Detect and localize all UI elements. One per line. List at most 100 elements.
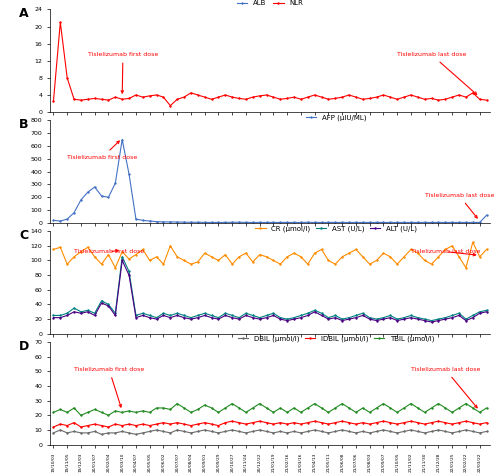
CR (μmol/l) xyxy=(484,246,490,252)
NLR xyxy=(58,19,64,25)
IDBIL (μmol/l) xyxy=(229,418,235,424)
IDBIL (μmol/l) xyxy=(298,421,304,427)
AST (U/L) xyxy=(119,254,125,260)
AST (U/L) xyxy=(270,310,276,316)
IDBIL (μmol/l) xyxy=(50,424,56,430)
TBIL (μmol/l) xyxy=(78,412,84,418)
NLR xyxy=(339,94,345,100)
AST (U/L) xyxy=(50,313,56,318)
AFP (μIU/ML) xyxy=(202,219,207,225)
CR (μmol/l) xyxy=(470,239,476,245)
TBIL (μmol/l) xyxy=(484,405,490,411)
Legend: CR (μmol/l), AST (U/L), ALT (U/L): CR (μmol/l), AST (U/L), ALT (U/L) xyxy=(252,222,420,234)
Line: NLR: NLR xyxy=(52,21,488,107)
ALT (U/L) xyxy=(236,316,242,322)
Line: ALB: ALB xyxy=(52,117,488,122)
AST (U/L) xyxy=(298,313,304,318)
ALB xyxy=(112,117,118,123)
NLR xyxy=(243,96,249,102)
TBIL (μmol/l) xyxy=(50,410,56,415)
TBIL (μmol/l) xyxy=(346,405,352,411)
ALB xyxy=(332,116,338,122)
ALT (U/L) xyxy=(106,303,112,309)
AFP (μIU/ML) xyxy=(278,219,283,225)
DBIL (μmol/l) xyxy=(339,427,345,433)
NLR xyxy=(484,97,490,103)
ALT (U/L) xyxy=(119,258,125,263)
ALB xyxy=(270,116,276,122)
Text: Tislelizumab first dose: Tislelizumab first dose xyxy=(67,141,138,160)
Legend: ALB, NLR: ALB, NLR xyxy=(234,0,306,9)
CR (μmol/l) xyxy=(270,258,276,263)
AST (U/L) xyxy=(484,307,490,313)
Line: DBIL (μmol/l): DBIL (μmol/l) xyxy=(52,429,488,436)
ALB xyxy=(484,116,490,122)
Text: Tislelizumab first dose: Tislelizumab first dose xyxy=(74,368,144,407)
AST (U/L) xyxy=(236,315,242,321)
AST (U/L) xyxy=(339,316,345,322)
Text: Tislelizumab first dose: Tislelizumab first dose xyxy=(88,53,158,93)
DBIL (μmol/l) xyxy=(346,429,352,434)
AFP (μIU/ML) xyxy=(346,219,352,225)
Line: AFP (μIU/ML): AFP (μIU/ML) xyxy=(52,138,488,224)
CR (μmol/l) xyxy=(106,252,112,257)
Text: Tislelizumab last dose: Tislelizumab last dose xyxy=(411,249,480,256)
Text: A: A xyxy=(19,8,29,20)
NLR xyxy=(168,103,173,108)
ALT (U/L) xyxy=(298,315,304,321)
IDBIL (μmol/l) xyxy=(484,420,490,426)
DBIL (μmol/l) xyxy=(98,431,104,437)
CR (μmol/l) xyxy=(298,254,304,260)
Text: Tislelizumab last dose: Tislelizumab last dose xyxy=(397,53,476,95)
ALB xyxy=(428,115,434,121)
Line: AST (U/L): AST (U/L) xyxy=(52,255,488,322)
CR (μmol/l) xyxy=(332,261,338,267)
ALT (U/L) xyxy=(50,315,56,321)
IDBIL (μmol/l) xyxy=(106,424,112,430)
Line: CR (μmol/l): CR (μmol/l) xyxy=(52,241,488,269)
CR (μmol/l) xyxy=(339,254,345,260)
ALT (U/L) xyxy=(339,318,345,324)
AFP (μIU/ML) xyxy=(339,219,345,225)
AST (U/L) xyxy=(332,313,338,318)
CR (μmol/l) xyxy=(112,265,118,271)
IDBIL (μmol/l) xyxy=(270,421,276,427)
NLR xyxy=(50,98,56,104)
Line: IDBIL (μmol/l): IDBIL (μmol/l) xyxy=(52,420,488,429)
AST (U/L) xyxy=(428,318,434,324)
DBIL (μmol/l) xyxy=(243,430,249,436)
TBIL (μmol/l) xyxy=(112,408,118,414)
TBIL (μmol/l) xyxy=(243,410,249,415)
IDBIL (μmol/l) xyxy=(332,420,338,426)
TBIL (μmol/l) xyxy=(305,405,311,411)
TBIL (μmol/l) xyxy=(278,405,283,411)
NLR xyxy=(278,96,283,102)
DBIL (μmol/l) xyxy=(305,429,311,434)
AFP (μIU/ML) xyxy=(119,137,125,142)
AST (U/L) xyxy=(106,302,112,307)
Legend: AFP (μIU/ML): AFP (μIU/ML) xyxy=(303,112,369,123)
ALB xyxy=(50,117,56,123)
TBIL (μmol/l) xyxy=(339,401,345,406)
AFP (μIU/ML) xyxy=(50,218,56,223)
CR (μmol/l) xyxy=(236,254,242,260)
Line: ALT (U/L): ALT (U/L) xyxy=(52,259,488,324)
AFP (μIU/ML) xyxy=(305,219,311,225)
ALT (U/L) xyxy=(428,319,434,325)
CR (μmol/l) xyxy=(50,246,56,252)
DBIL (μmol/l) xyxy=(484,429,490,434)
NLR xyxy=(305,94,311,100)
TBIL (μmol/l) xyxy=(174,401,180,406)
IDBIL (μmol/l) xyxy=(236,420,242,426)
AFP (μIU/ML) xyxy=(243,219,249,225)
ALB xyxy=(339,116,345,122)
Text: C: C xyxy=(19,229,28,242)
NLR xyxy=(112,94,118,100)
DBIL (μmol/l) xyxy=(119,429,125,434)
AFP (μIU/ML) xyxy=(484,212,490,218)
Line: TBIL (μmol/l): TBIL (μmol/l) xyxy=(52,402,488,417)
Text: Tislelizumab last dose: Tislelizumab last dose xyxy=(424,193,494,218)
ALB xyxy=(298,116,304,122)
NLR xyxy=(346,92,352,98)
ALT (U/L) xyxy=(484,309,490,315)
